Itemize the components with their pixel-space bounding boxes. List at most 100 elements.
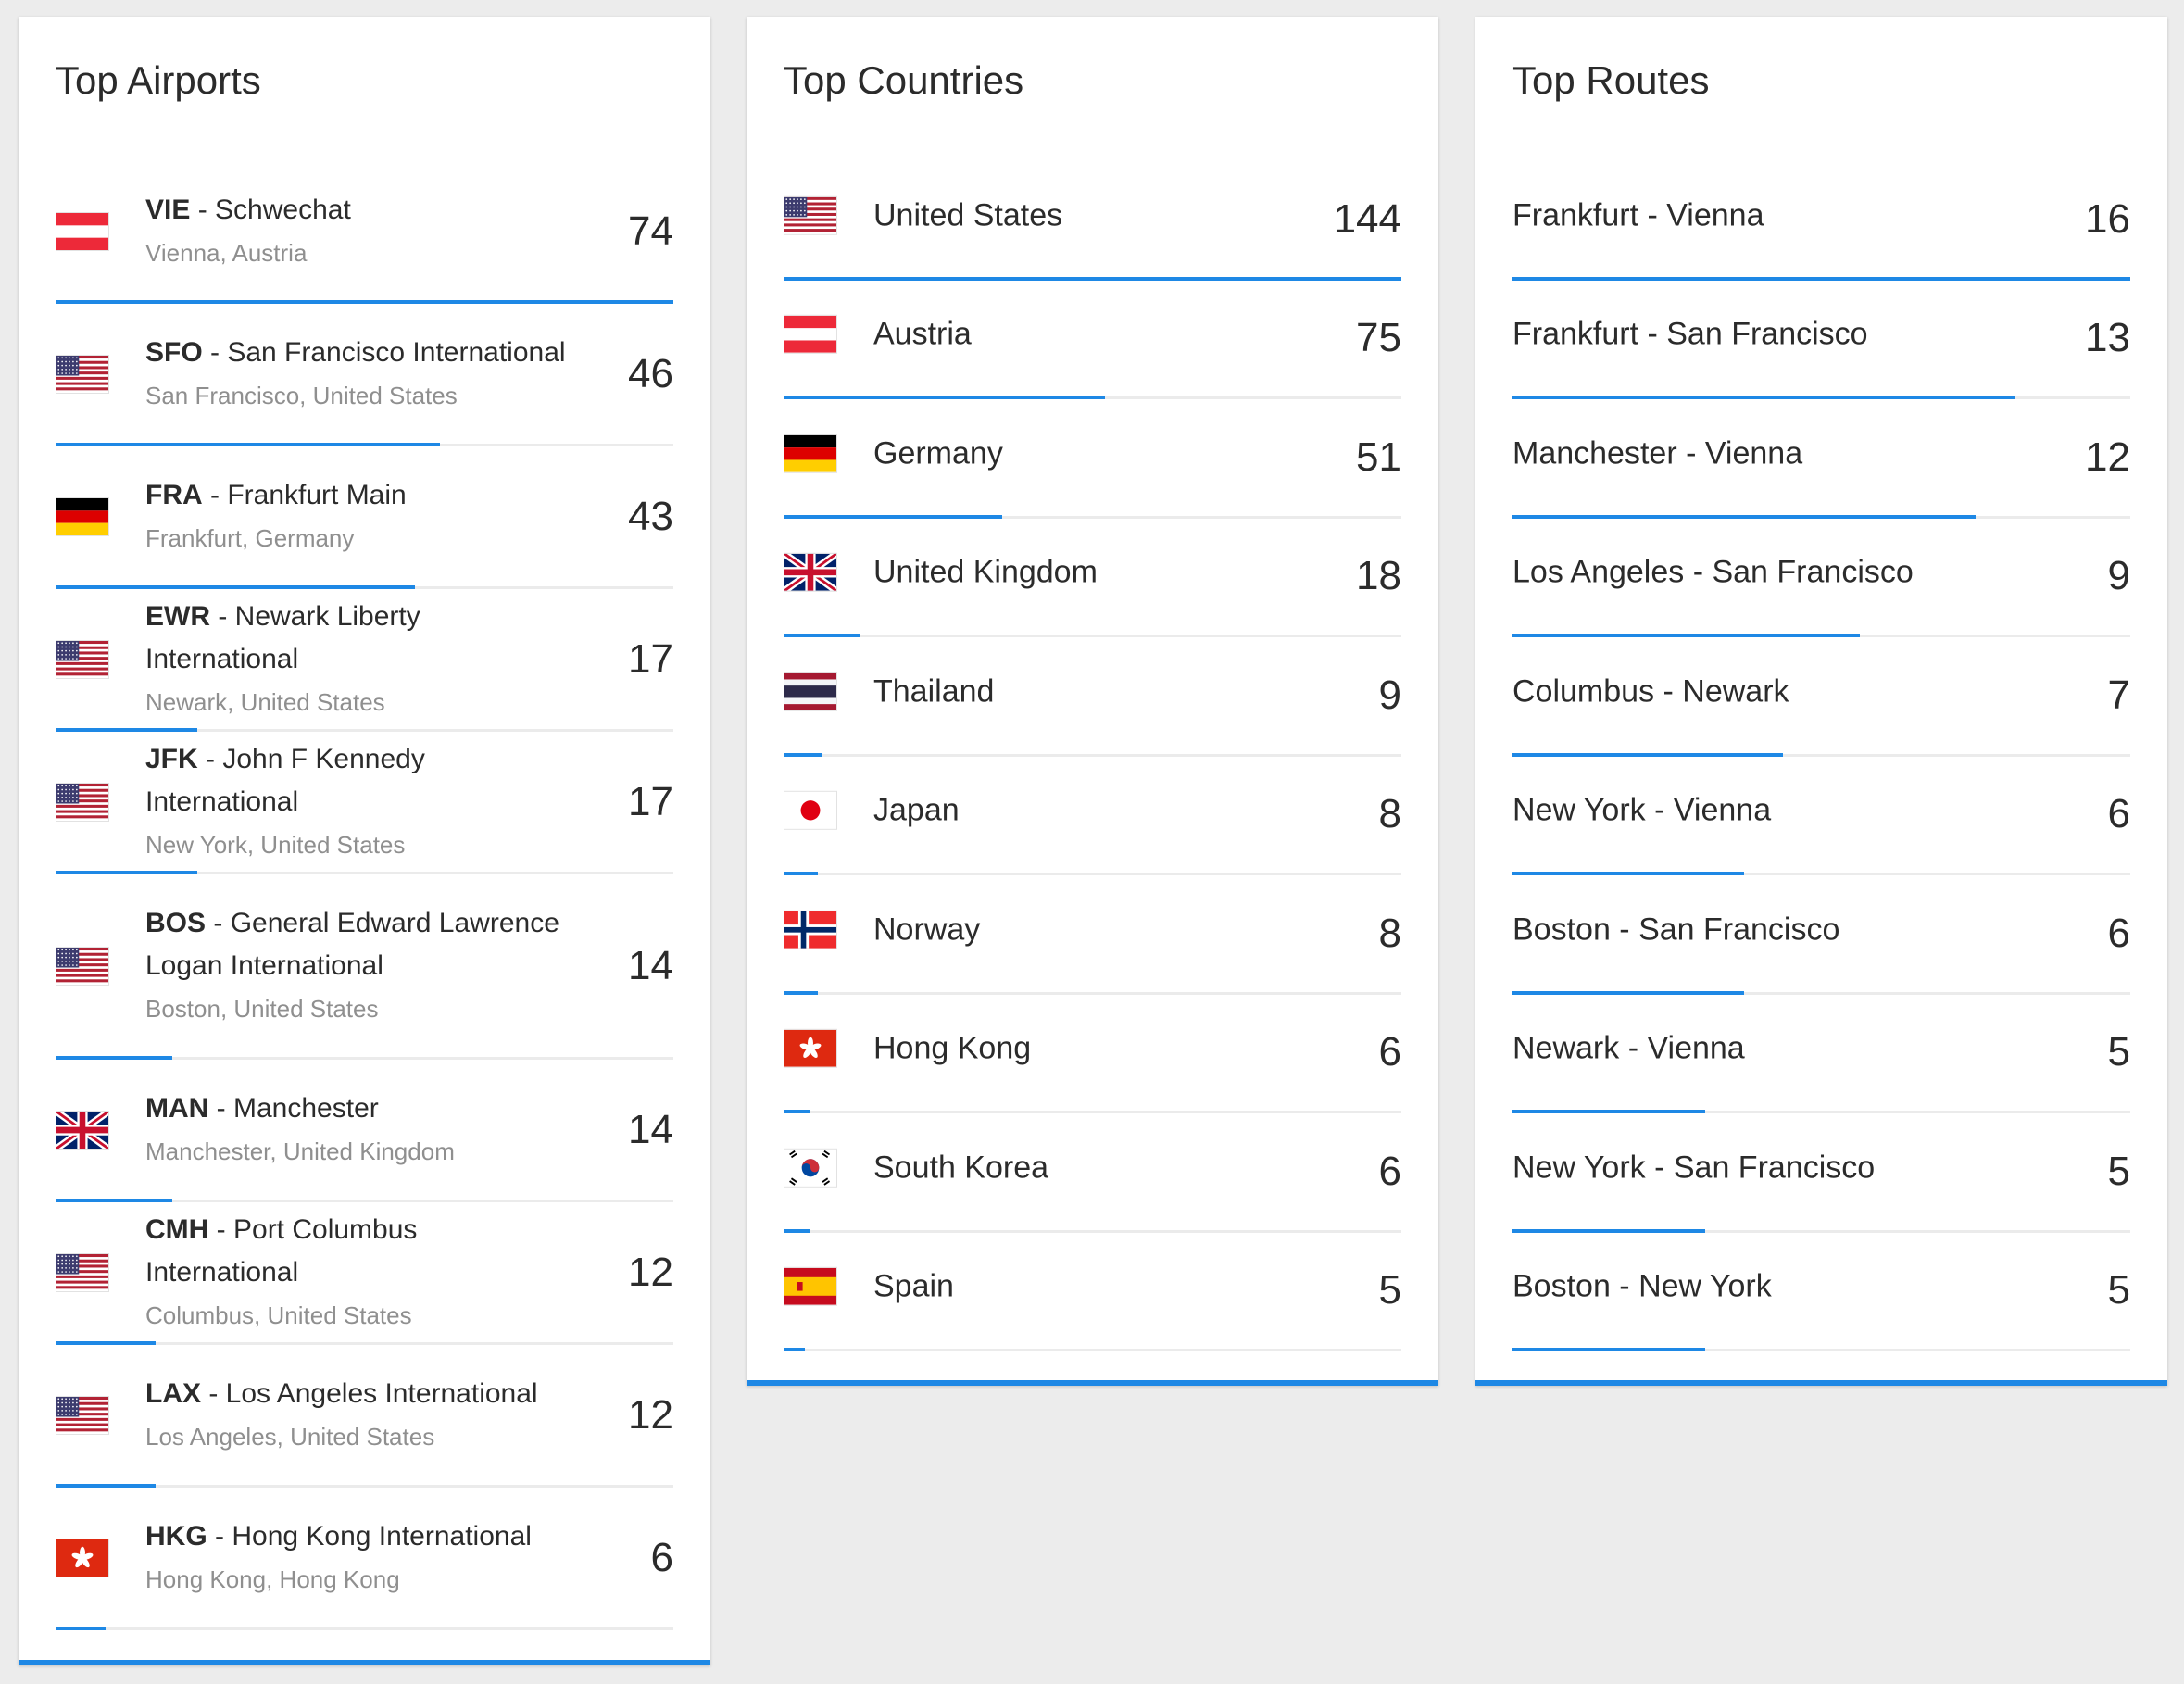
country-count: 8	[1378, 791, 1401, 837]
route-count: 9	[2107, 553, 2130, 599]
country-row[interactable]: Hong Kong 6	[784, 995, 1401, 1113]
country-row[interactable]: United States 144	[784, 161, 1401, 281]
airport-title: BOS - General Edward Lawrence Logan Inte…	[145, 902, 571, 987]
airport-row[interactable]: MAN - Manchester Manchester, United Kingd…	[56, 1060, 673, 1202]
airport-text: SFO - San Francisco International San Fra…	[145, 332, 571, 417]
usa-flag-icon	[56, 639, 109, 679]
airport-count: 17	[628, 635, 673, 682]
thailand-flag-icon	[784, 672, 837, 711]
airport-name: Manchester	[233, 1092, 379, 1124]
country-row[interactable]: Germany 51	[784, 399, 1401, 519]
route-row[interactable]: Los Angeles - San Francisco 9	[1512, 519, 2130, 637]
route-row[interactable]: Boston - San Francisco 6	[1512, 875, 2130, 995]
country-row[interactable]: Thailand 9	[784, 637, 1401, 757]
route-count: 12	[2085, 434, 2130, 480]
airport-bar	[56, 1627, 107, 1630]
country-row[interactable]: Norway 8	[784, 875, 1401, 995]
country-bar	[784, 752, 822, 757]
airport-code: MAN	[145, 1092, 209, 1124]
separator: -	[201, 1377, 226, 1409]
airport-count: 12	[628, 1391, 673, 1438]
austria-flag-icon	[56, 211, 109, 251]
separator: -	[190, 194, 216, 225]
airport-text: FRA - Frankfurt Main Frankfurt, Germany	[145, 474, 571, 559]
usa-flag-icon	[56, 946, 109, 986]
route-row[interactable]: Columbus - Newark 7	[1512, 637, 2130, 757]
country-bar	[784, 1228, 810, 1233]
route-name: Los Angeles - San Francisco	[1512, 554, 1914, 590]
airport-text: EWR - Newark Liberty International Newark…	[145, 596, 571, 723]
uk-flag-icon	[784, 553, 837, 593]
airport-row[interactable]: CMH - Port Columbus International Columbu…	[56, 1202, 673, 1345]
country-bar	[784, 1110, 810, 1113]
airport-bar	[56, 1341, 157, 1345]
route-row[interactable]: Manchester - Vienna 12	[1512, 399, 2130, 519]
airport-row[interactable]: HKG - Hong Kong International Hong Kong, …	[56, 1488, 673, 1630]
top-airports-card: Top Airports VIE - Schwechat Vienna, Aust…	[19, 17, 710, 1665]
airport-row[interactable]: JFK - John F Kennedy International New Yo…	[56, 732, 673, 874]
airport-row[interactable]: BOS - General Edward Lawrence Logan Inte…	[56, 874, 673, 1060]
airport-title: FRA - Frankfurt Main	[145, 474, 571, 517]
airport-row[interactable]: LAX - Los Angeles International Los Angel…	[56, 1345, 673, 1488]
country-count: 6	[1378, 1148, 1401, 1194]
airport-bar	[56, 871, 198, 874]
airport-count: 6	[650, 1534, 673, 1580]
separator: -	[208, 1213, 233, 1245]
airport-text: VIE - Schwechat Vienna, Austria	[145, 189, 571, 274]
norway-flag-icon	[784, 910, 837, 949]
route-row[interactable]: Newark - Vienna 5	[1512, 995, 2130, 1113]
route-name: Frankfurt - Vienna	[1512, 197, 1764, 233]
airport-name: Frankfurt Main	[227, 479, 407, 510]
airport-text: HKG - Hong Kong International Hong Kong, …	[145, 1515, 571, 1601]
route-count: 16	[2085, 195, 2130, 242]
country-row[interactable]: Spain 5	[784, 1233, 1401, 1351]
airport-code: SFO	[145, 336, 203, 368]
airport-bar	[56, 443, 440, 446]
route-name: Boston - San Francisco	[1512, 911, 1840, 948]
route-name: Frankfurt - San Francisco	[1512, 316, 1868, 352]
country-bar	[784, 396, 1106, 399]
airport-bar	[56, 300, 673, 304]
airport-row[interactable]: FRA - Frankfurt Main Frankfurt, Germany 43	[56, 446, 673, 589]
airport-count: 43	[628, 493, 673, 539]
airport-row[interactable]: EWR - Newark Liberty International Newark…	[56, 589, 673, 732]
usa-flag-icon	[56, 1252, 109, 1292]
country-count: 6	[1378, 1029, 1401, 1075]
route-name: Newark - Vienna	[1512, 1030, 1745, 1066]
route-count: 5	[2107, 1148, 2130, 1194]
separator: -	[210, 600, 235, 632]
airport-location: Manchester, United Kingdom	[145, 1137, 455, 1165]
country-count: 5	[1378, 1267, 1401, 1313]
route-row[interactable]: New York - Vienna 6	[1512, 757, 2130, 875]
country-bar	[784, 1348, 806, 1351]
airport-text: JFK - John F Kennedy International New Yo…	[145, 738, 571, 866]
route-count: 13	[2085, 315, 2130, 361]
country-row[interactable]: South Korea 6	[784, 1113, 1401, 1233]
airport-location: Frankfurt, Germany	[145, 523, 355, 552]
airport-row[interactable]: VIE - Schwechat Vienna, Austria 74	[56, 161, 673, 304]
country-row[interactable]: United Kingdom 18	[784, 519, 1401, 637]
route-row[interactable]: Boston - New York 5	[1512, 1233, 2130, 1351]
route-count: 6	[2107, 910, 2130, 956]
airport-row[interactable]: SFO - San Francisco International San Fra…	[56, 304, 673, 446]
country-row[interactable]: Austria 75	[784, 281, 1401, 399]
route-row[interactable]: Frankfurt - Vienna 16	[1512, 161, 2130, 281]
usa-flag-icon	[56, 1395, 109, 1435]
airport-code: EWR	[145, 600, 210, 632]
airport-count: 14	[628, 1106, 673, 1152]
country-name: United States	[873, 197, 1063, 233]
route-count: 7	[2107, 672, 2130, 718]
separator: -	[208, 1092, 233, 1124]
airport-location: Newark, United States	[145, 687, 385, 716]
country-name: Spain	[873, 1268, 954, 1304]
route-row[interactable]: New York - San Francisco 5	[1512, 1113, 2130, 1233]
route-bar	[1512, 396, 2015, 399]
country-bar	[784, 872, 819, 875]
route-name: Columbus - Newark	[1512, 673, 1789, 710]
country-row[interactable]: Japan 8	[784, 757, 1401, 875]
route-row[interactable]: Frankfurt - San Francisco 13	[1512, 281, 2130, 399]
airports-list: VIE - Schwechat Vienna, Austria 74 SFO - Sa…	[56, 161, 673, 1630]
route-bar	[1512, 752, 1783, 757]
airport-location: San Francisco, United States	[145, 381, 458, 409]
route-bar	[1512, 872, 1745, 875]
